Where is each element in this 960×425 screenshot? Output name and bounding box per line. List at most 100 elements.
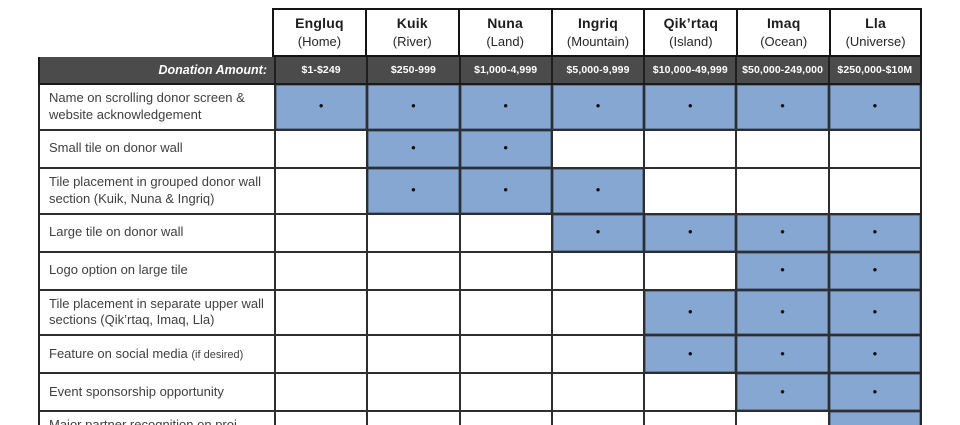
- benefit-cell-empty: [366, 290, 458, 335]
- benefit-dot: •: [411, 182, 416, 198]
- benefit-row: Major partner recognition on proj. promo…: [40, 410, 920, 425]
- tier-name: Lla: [865, 15, 886, 32]
- benefit-cell-empty: [550, 374, 643, 411]
- benefit-cell-empty: [274, 290, 366, 335]
- benefit-cell-empty: [274, 168, 366, 213]
- amount-cell: $250-999: [366, 57, 458, 83]
- benefit-cell-included: •: [550, 85, 644, 129]
- benefit-cell-empty: [550, 290, 643, 335]
- benefit-dot: •: [411, 98, 416, 114]
- benefit-row: Logo option on large tile • •: [40, 250, 920, 289]
- benefit-row: Feature on social media (if desired) • • •: [40, 334, 920, 373]
- benefit-row-label: Tile placement in grouped donor wall sec…: [49, 173, 261, 206]
- benefit-cell-included: •: [827, 374, 920, 411]
- benefit-cell-empty: [735, 168, 827, 213]
- benefit-cell-empty: [274, 336, 366, 373]
- tier-column-header: Qik’rtaq (Island): [643, 8, 737, 57]
- amount-cell: $250,000-$10M: [827, 57, 920, 83]
- benefit-cell-included: •: [735, 85, 828, 129]
- benefit-dot: •: [780, 224, 785, 240]
- benefit-cell-included: •: [735, 290, 828, 335]
- benefit-cell-empty: [274, 374, 366, 411]
- column-header-row: Engluq (Home) Kuik (River) Nuna (Land) Ingriq (…: [38, 8, 922, 57]
- benefit-cell-included: •: [274, 85, 367, 129]
- benefit-cell-included: •: [735, 336, 828, 373]
- benefit-cell-empty: [550, 130, 643, 167]
- tier-name: Qik’rtaq: [663, 15, 719, 32]
- tier-subtitle: (Island): [669, 34, 713, 50]
- tier-name: Nuna: [487, 15, 524, 32]
- donation-amount-row: Donation Amount: $1-$249 $250-999 $1,000-4…: [38, 57, 922, 83]
- benefit-cell-empty: [274, 130, 366, 167]
- benefit-cell-included: •: [366, 130, 459, 167]
- benefit-cell-included: •: [643, 290, 736, 335]
- benefit-dot: •: [688, 224, 693, 240]
- tier-name: Imaq: [766, 15, 801, 32]
- benefit-row: Tile placement in grouped donor wall sec…: [40, 166, 920, 213]
- benefit-cell-empty: [366, 214, 458, 251]
- benefit-cell-empty: [274, 252, 366, 289]
- benefit-cell-included: •: [735, 252, 828, 289]
- benefit-cell-included: •: [827, 85, 920, 129]
- benefit-cell-empty: [458, 214, 551, 251]
- tier-subtitle: (Land): [486, 34, 524, 50]
- benefit-dot: •: [595, 182, 601, 198]
- benefit-cell-included: •: [827, 252, 920, 289]
- tier-column-header: Imaq (Ocean): [736, 8, 830, 57]
- benefit-row: Name on scrolling donor screen & website…: [40, 85, 920, 129]
- benefit-dot: •: [780, 383, 785, 399]
- benefit-cell-included: •: [827, 290, 920, 335]
- benefit-dot: •: [872, 224, 878, 240]
- benefit-row-label: Logo option on large tile: [49, 262, 188, 278]
- benefit-cell-included: •: [827, 412, 920, 425]
- benefit-dot: •: [780, 98, 785, 114]
- benefit-dot: •: [318, 98, 324, 114]
- benefit-cell-included: •: [827, 336, 920, 373]
- benefit-cell-empty: [643, 252, 735, 289]
- benefit-row-label: Major partner recognition on proj. promo…: [49, 417, 241, 425]
- tier-subtitle: (Ocean): [760, 34, 808, 50]
- benefit-dot: •: [595, 98, 601, 114]
- benefit-cell-included: •: [550, 214, 644, 251]
- benefit-dot: •: [503, 98, 508, 114]
- amount-cell: $1-$249: [274, 57, 366, 83]
- benefit-cell-empty: [458, 252, 551, 289]
- benefit-row-label: Name on scrolling donor screen & website…: [49, 90, 245, 122]
- benefit-cell-included: •: [643, 336, 736, 373]
- benefit-cell-empty: [643, 374, 735, 411]
- benefit-cell-empty: [458, 412, 551, 425]
- benefit-dot: •: [595, 224, 601, 240]
- benefit-cell-empty: [550, 412, 643, 425]
- benefit-cell-included: •: [366, 85, 459, 129]
- benefit-cell-empty: [643, 168, 735, 213]
- benefit-cell-empty: [366, 336, 458, 373]
- benefit-cell-empty: [735, 412, 827, 425]
- benefit-cell-empty: [827, 130, 920, 167]
- tier-name: Engluq: [295, 15, 344, 32]
- amount-cell: $50,000-249,000: [735, 57, 827, 83]
- benefits-body: Name on scrolling donor screen & website…: [38, 83, 922, 425]
- benefit-cell-empty: [366, 252, 458, 289]
- benefit-row-label: Feature on social media (if desired): [49, 345, 244, 361]
- benefit-cell-empty: [643, 130, 735, 167]
- tier-name: Kuik: [396, 15, 428, 32]
- tier-subtitle: (Universe): [845, 34, 906, 50]
- tier-subtitle: (Mountain): [566, 34, 630, 50]
- tier-subtitle: (Home): [297, 34, 342, 50]
- benefit-cell-included: •: [366, 168, 459, 213]
- benefit-cell-empty: [735, 130, 827, 167]
- benefit-cell-empty: [458, 374, 551, 411]
- benefit-row: Tile placement in separate upper wall se…: [40, 288, 920, 335]
- benefit-cell-included: •: [458, 130, 551, 167]
- benefit-dot: •: [503, 182, 508, 198]
- donation-tiers-table: Engluq (Home) Kuik (River) Nuna (Land) Ingriq (…: [38, 8, 922, 425]
- benefit-dot: •: [872, 383, 878, 399]
- benefit-row: Small tile on donor wall • •: [40, 128, 920, 167]
- tier-column-header: Nuna (Land): [457, 8, 551, 57]
- benefit-row: Event sponsorship opportunity • •: [40, 372, 920, 411]
- benefit-cell-included: •: [643, 214, 736, 251]
- benefit-cell-empty: [550, 336, 643, 373]
- tier-subtitle: (River): [392, 34, 432, 50]
- benefit-dot: •: [872, 345, 878, 361]
- donation-amount-label: Donation Amount:: [158, 63, 267, 77]
